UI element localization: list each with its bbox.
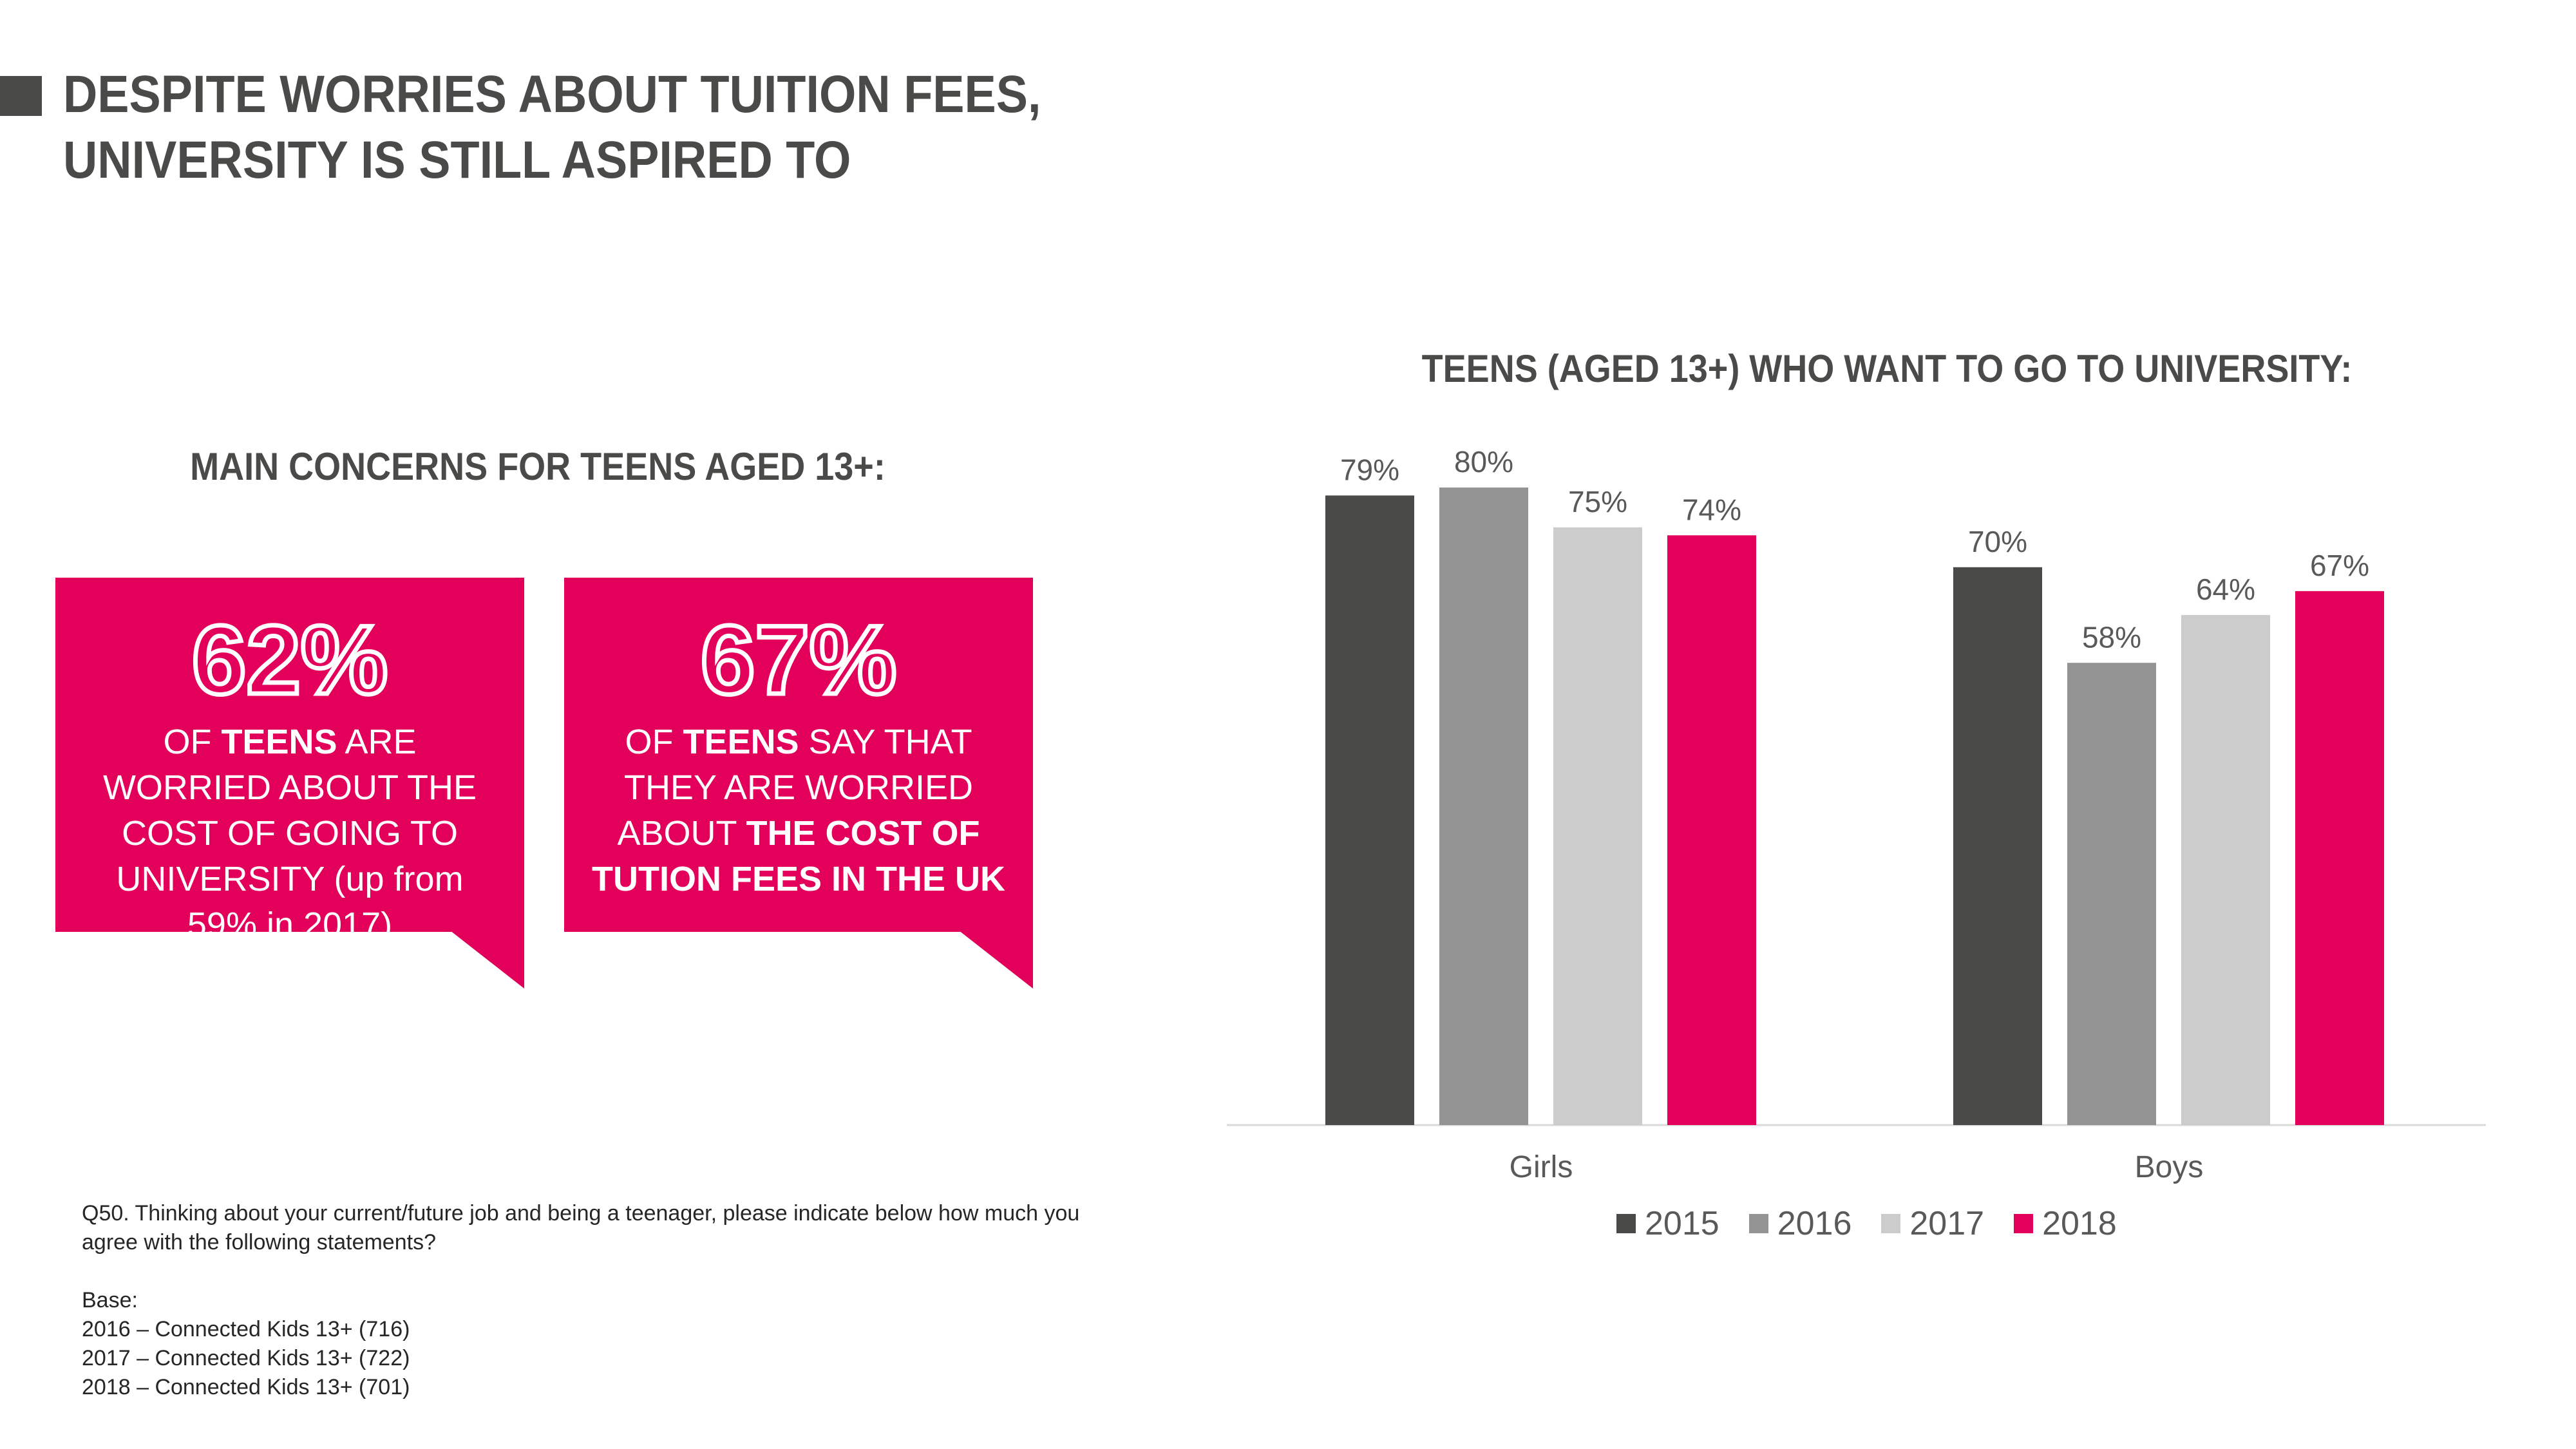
callout-teens-worried-fees: 67% OF TEENS SAY THAT THEY ARE WORRIED A… bbox=[564, 578, 1033, 989]
page-title-line-2: UNIVERSITY IS STILL ASPIRED TO bbox=[63, 131, 851, 189]
legend-label-2015: 2015 bbox=[1645, 1205, 1719, 1242]
concerns-heading: MAIN CONCERNS FOR TEENS AGED 13+: bbox=[190, 445, 886, 488]
legend-swatch-2017 bbox=[1881, 1214, 1901, 1233]
footnote-base-2016: 2016 – Connected Kids 13+ (716) bbox=[82, 1317, 410, 1341]
chart-legend: 2015 2016 2017 2018 bbox=[1616, 1204, 2117, 1243]
legend-label-2018: 2018 bbox=[2042, 1205, 2117, 1242]
data-label-boys-2015: 70% bbox=[1968, 525, 2027, 558]
bar-boys-2018 bbox=[2295, 591, 2384, 1125]
bar-boys-2017 bbox=[2181, 615, 2270, 1125]
callout-1-tail bbox=[450, 931, 524, 989]
legend-swatch-2018 bbox=[2014, 1214, 2034, 1233]
data-label-boys-2016: 58% bbox=[2082, 620, 2141, 654]
page-title: DESPITE WORRIES ABOUT TUITION FEES, UNIV… bbox=[63, 62, 1041, 193]
bar-girls-2018 bbox=[1667, 535, 1756, 1125]
data-label-girls-2015: 79% bbox=[1340, 453, 1399, 486]
legend-swatch-2015 bbox=[1616, 1214, 1636, 1233]
data-label-girls-2016: 80% bbox=[1454, 445, 1513, 478]
legend-label-2016: 2016 bbox=[1777, 1205, 1852, 1242]
legend-swatch-2016 bbox=[1748, 1214, 1768, 1233]
footnote-base-label: Base: bbox=[82, 1288, 138, 1312]
footnote-base-2017: 2017 – Connected Kids 13+ (722) bbox=[82, 1346, 410, 1370]
legend-item-2018: 2018 bbox=[2014, 1204, 2117, 1243]
data-label-boys-2017: 64% bbox=[2196, 573, 2255, 606]
data-label-boys-2018: 67% bbox=[2310, 549, 2369, 582]
legend-label-2017: 2017 bbox=[1909, 1205, 1985, 1242]
callout-2-text: OF TEENS SAY THAT THEY ARE WORRIED ABOUT… bbox=[591, 723, 1005, 898]
legend-item-2015: 2015 bbox=[1616, 1204, 1719, 1243]
page-title-line-1: DESPITE WORRIES ABOUT TUITION FEES, bbox=[63, 65, 1041, 124]
footnote: Q50. Thinking about your current/future … bbox=[82, 1199, 1112, 1402]
category-label-boys: Boys bbox=[2135, 1150, 2204, 1184]
footnote-question: Q50. Thinking about your current/future … bbox=[82, 1201, 1080, 1255]
bar-girls-2015 bbox=[1325, 495, 1414, 1125]
callout-teens-worried-cost: 62% OF TEENS ARE WORRIED ABOUT THE COST … bbox=[55, 578, 524, 989]
bar-boys-2015 bbox=[1953, 567, 2042, 1125]
callout-2-tail bbox=[959, 931, 1033, 989]
footnote-base-2018: 2018 – Connected Kids 13+ (701) bbox=[82, 1375, 410, 1399]
callout-1-value: 62% bbox=[189, 605, 390, 715]
data-label-girls-2017: 75% bbox=[1568, 485, 1627, 518]
bar-boys-2016 bbox=[2067, 663, 2156, 1125]
bar-girls-2016 bbox=[1439, 488, 1528, 1125]
callout-2-value: 67% bbox=[698, 605, 898, 715]
category-label-girls: Girls bbox=[1510, 1150, 1573, 1184]
title-marker bbox=[0, 76, 42, 116]
legend-item-2016: 2016 bbox=[1748, 1204, 1852, 1243]
chart-title: TEENS (AGED 13+) WHO WANT TO GO TO UNIVE… bbox=[1421, 347, 2353, 390]
data-label-girls-2018: 74% bbox=[1682, 493, 1741, 526]
bar-girls-2017 bbox=[1553, 527, 1642, 1125]
legend-item-2017: 2017 bbox=[1881, 1204, 1984, 1243]
callout-1-text: OF TEENS ARE WORRIED ABOUT THE COST OF G… bbox=[102, 723, 477, 944]
